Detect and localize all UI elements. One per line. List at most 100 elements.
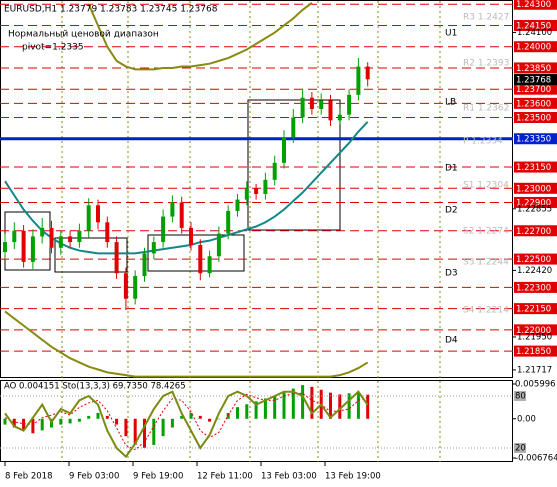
ao-bar (87, 415, 91, 419)
candle-body (86, 205, 91, 231)
ao-tick-label: -0.006764 (515, 453, 557, 463)
pivot-label: 1.23350 (516, 135, 551, 145)
stoch-tick-label: 80 (515, 392, 526, 402)
candle-body (282, 137, 286, 163)
level-tag (514, 345, 557, 357)
ao-bar (198, 415, 202, 419)
indicator-line (4, 121, 369, 255)
ao-bar (366, 394, 370, 419)
x-tick-label: 12 Feb 11:00 (197, 472, 253, 482)
level-label: 1.22700 (516, 227, 551, 237)
ao-bar (338, 394, 342, 419)
level-label: 1.23600 (516, 99, 551, 109)
candle-body (226, 210, 231, 234)
stoch-tag (514, 391, 526, 402)
level-label: 1.24000 (516, 43, 551, 53)
level-label: 1.23150 (516, 163, 551, 173)
x-tick-label: 13 Feb 19:00 (325, 472, 381, 482)
candle-body (309, 97, 314, 110)
y-tick-label: 1.22855 (517, 204, 552, 214)
y-tick-label: 1.21717 (517, 365, 552, 375)
candle-body (142, 253, 147, 277)
ao-bar (22, 418, 26, 431)
ao-bar (347, 393, 351, 419)
oscillator-panel (0, 380, 513, 462)
ao-bar (263, 398, 267, 419)
level-label: 1.22500 (516, 255, 551, 265)
ao-bar (217, 418, 221, 420)
main-plot (0, 2, 513, 378)
candle-body (207, 256, 212, 274)
candle-body (244, 188, 249, 200)
ao-bar (245, 404, 249, 419)
x-tick-label: 8 Feb 2018 (5, 472, 53, 482)
level-label: 1.23500 (516, 114, 551, 124)
pivot-tag (514, 133, 557, 145)
pivot-label: S1 1.2304 (463, 181, 509, 191)
pivot-label: P 1.2334 (463, 137, 503, 147)
level-tag (514, 19, 557, 31)
subtitle: Нормальный ценовой диапазон (8, 30, 159, 40)
candle-body (189, 227, 193, 245)
ao-bar (254, 401, 258, 419)
ao-bar (226, 412, 230, 419)
x-tick-label: 13 Feb 03:00 (261, 472, 317, 482)
ao-bar (12, 418, 16, 428)
ao-bar (77, 418, 81, 422)
ao-bar (96, 412, 100, 419)
candle-body (263, 179, 268, 194)
y-tick-label: 1.21950 (517, 332, 552, 342)
ao-bar (282, 392, 286, 419)
level-tag (514, 281, 557, 293)
price-axis: 1.24300 1.24150 1.24000 1.23850 1.23700 1.236… (513, 0, 557, 463)
candle-body (272, 162, 277, 180)
y-tick-label: 1.24100 (517, 28, 552, 38)
ao-bar (152, 418, 156, 445)
annotation: D4 (445, 336, 458, 346)
ao-bar (105, 415, 109, 419)
pivot-label: R2 1.2393 (463, 59, 509, 69)
annotation: D2 (445, 206, 458, 216)
level-label: 1.22300 (516, 283, 551, 293)
candle-body (235, 199, 240, 211)
candle-body (77, 230, 82, 243)
ao-bar (180, 415, 184, 419)
ao-bar (170, 418, 174, 428)
ao-tick-label: 0.00 (517, 414, 536, 424)
annotation: D1 (445, 164, 458, 174)
ao-bar (273, 395, 277, 419)
candle-body (365, 66, 370, 80)
level-label: 1.23700 (516, 85, 551, 95)
ao-bar (143, 418, 146, 448)
candle-body (254, 188, 259, 194)
ao-bar (329, 392, 332, 419)
level-tag (514, 83, 557, 95)
level-tag (514, 62, 557, 74)
annotation: U1 (445, 29, 457, 39)
candle-body (123, 273, 128, 299)
candle-body (337, 114, 342, 121)
candle-body (356, 66, 361, 95)
stoch-signal (4, 392, 368, 451)
ao-bar (40, 418, 44, 431)
subtitle: pivot=1.2335 (22, 43, 84, 53)
y-tick-label: 1.22420 (517, 266, 552, 276)
level-label: 1.24150 (516, 21, 551, 31)
ao-bar (291, 388, 295, 419)
candle-body (114, 242, 119, 274)
level-tag (514, 182, 557, 194)
candle-body (12, 230, 17, 243)
level-label: 1.23850 (516, 64, 551, 74)
stoch-tag (514, 442, 526, 453)
candle-body (328, 100, 333, 121)
indicator-line (4, 310, 369, 378)
candle-body (179, 202, 184, 228)
candle-body (49, 227, 54, 248)
candle-body (347, 94, 352, 115)
ao-bar (310, 386, 314, 419)
candle-body (40, 227, 45, 237)
candle-body (198, 244, 203, 274)
x-tick-label: 9 Feb 19:00 (133, 472, 183, 482)
candle-body (105, 222, 110, 243)
